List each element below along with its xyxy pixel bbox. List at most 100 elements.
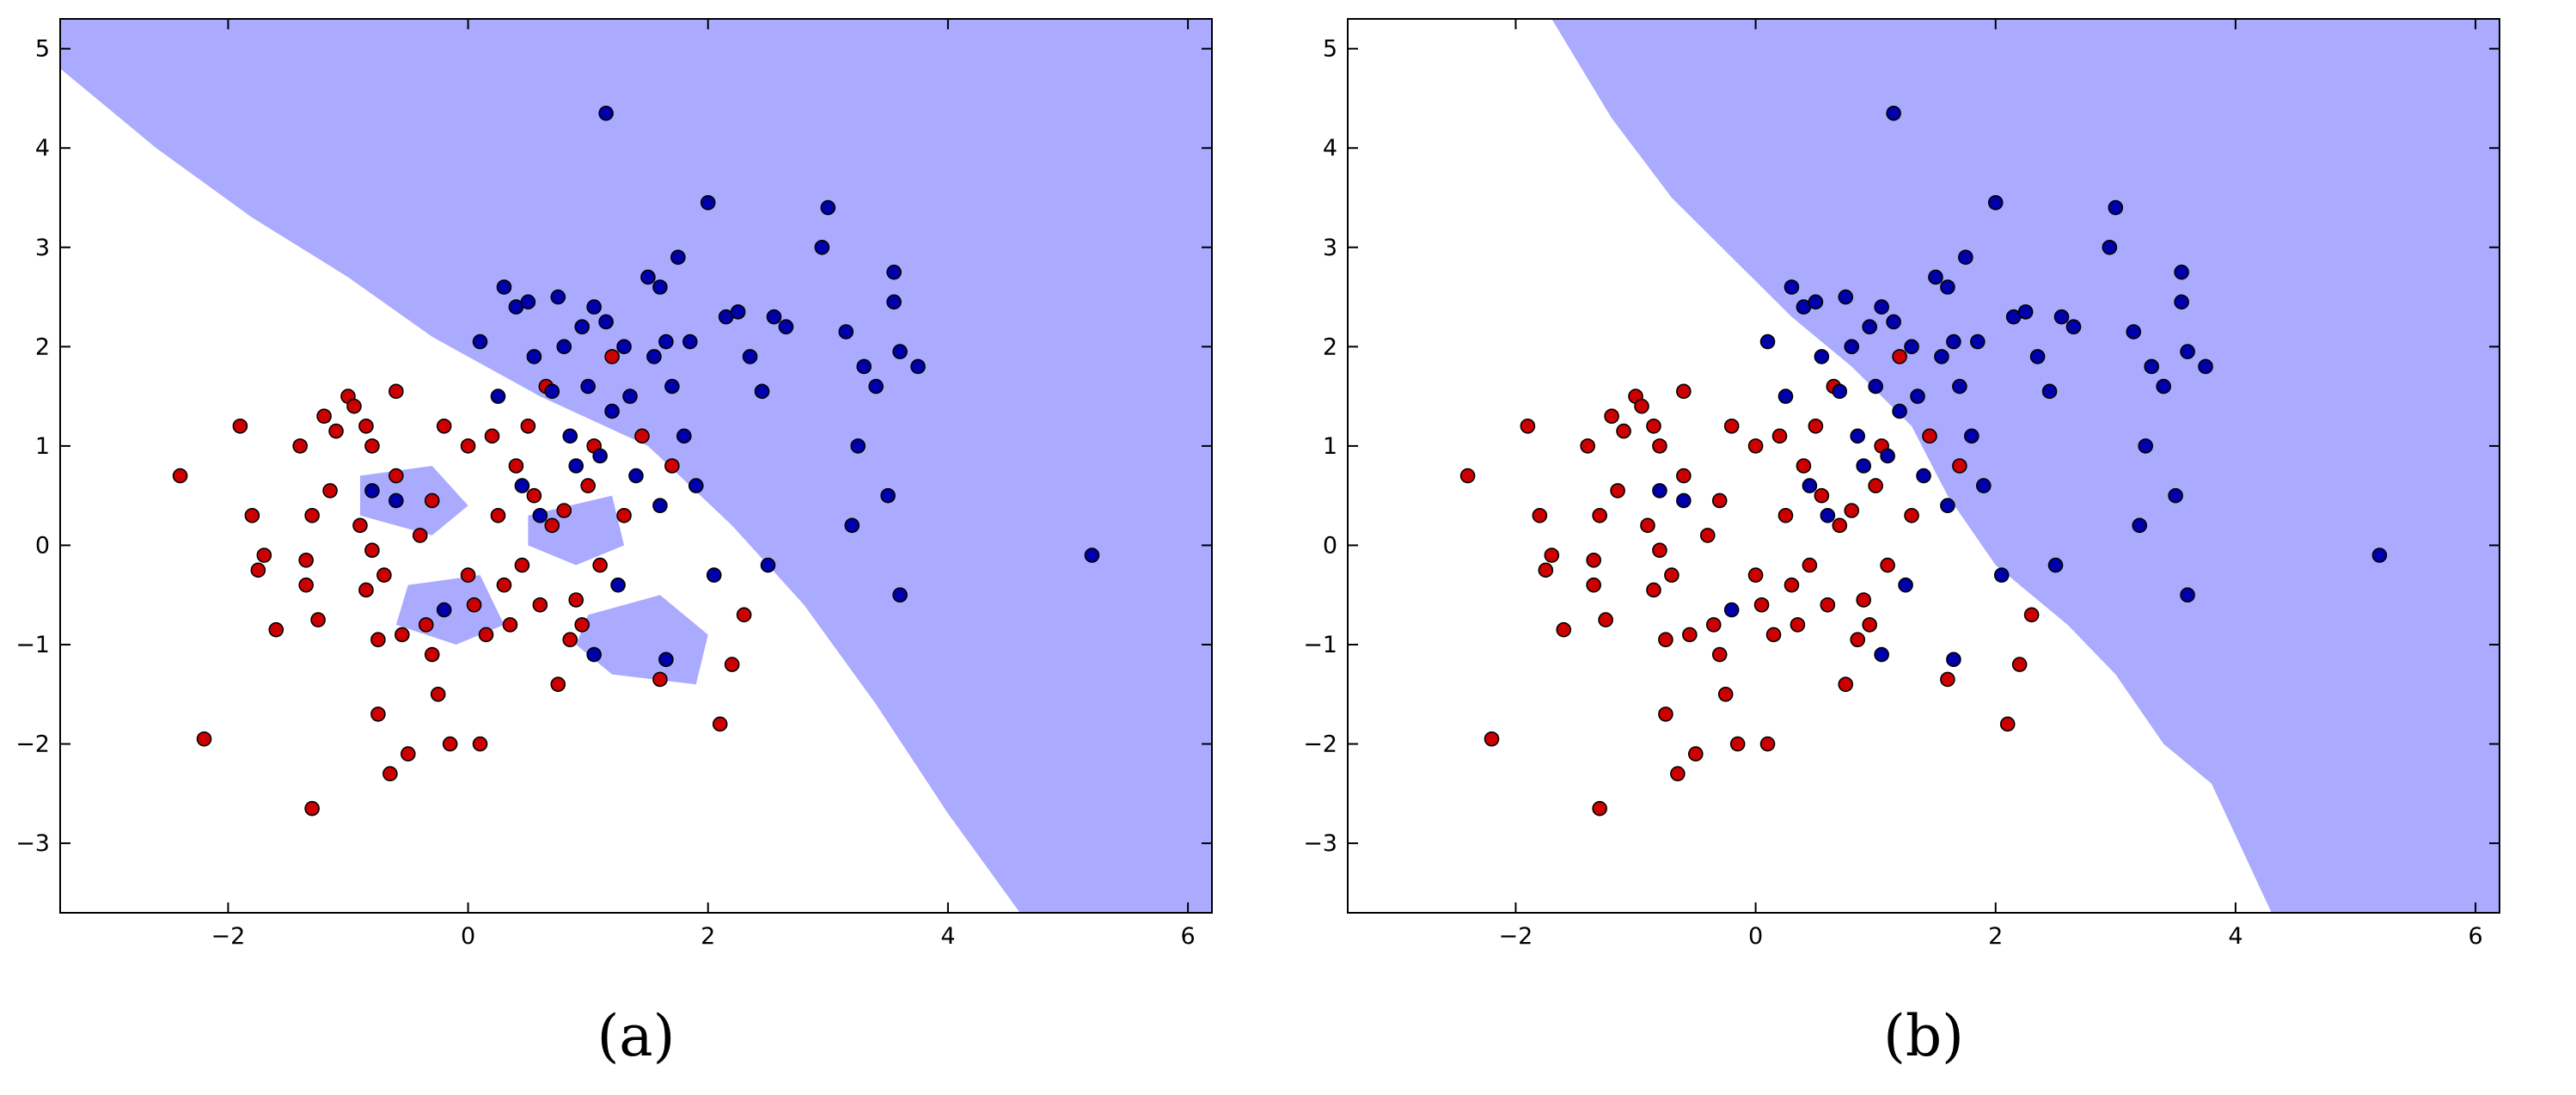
panel-b-point-blue: [1993, 567, 2010, 583]
panel-a-point-red: [550, 676, 566, 693]
panel-a-point-blue: [610, 577, 626, 593]
panel-b-point-red: [1747, 567, 1764, 583]
panel-b-axes-frame: [1347, 18, 2500, 914]
panel-b-point-red: [1759, 736, 1776, 752]
panel-a-point-blue: [886, 264, 902, 280]
panel-a-point-blue: [658, 651, 674, 668]
panel-a-point-red: [520, 418, 536, 434]
panel-a-point-blue: [586, 646, 602, 663]
panel-a-point-blue: [622, 388, 638, 404]
panel-b-point-red: [1544, 548, 1560, 563]
panel-a-point-red: [496, 577, 512, 593]
panel-a-point-blue: [766, 309, 782, 325]
panel-a-point-red: [562, 632, 578, 648]
panel-b-point-red: [1856, 592, 1872, 608]
panel-a-point-red: [616, 507, 632, 523]
panel-b-point-red: [1778, 507, 1794, 523]
panel-a-point-red: [724, 657, 740, 672]
panel-b-point-red: [1676, 383, 1692, 400]
panel-a-point-red: [526, 487, 542, 504]
panel-a-point-blue: [496, 279, 512, 295]
panel-b-point-red: [1796, 458, 1812, 474]
panel-b-xtick-label: 6: [2468, 923, 2482, 950]
panel-a-point-red: [358, 582, 374, 598]
panel-b-point-red: [1940, 671, 1955, 688]
panel-b-point-blue: [1904, 339, 1919, 355]
panel-b-point-blue: [1838, 289, 1854, 305]
panel-a-region-island: [576, 595, 708, 685]
panel-b-point-red: [1682, 627, 1698, 643]
panel-a-point-red: [250, 562, 266, 578]
panel-b-point-red: [1604, 408, 1619, 425]
panel-a-decision-region: [60, 19, 1212, 913]
panel-b-point-red: [1747, 438, 1764, 454]
panel-b-point-red: [1658, 632, 1673, 648]
panel-b-point-blue: [1868, 378, 1883, 395]
panel-a-point-blue: [598, 105, 614, 121]
panel-a-point-blue: [844, 517, 860, 534]
panel-a-point-blue: [592, 448, 608, 464]
panel-b-point-red: [1646, 418, 1661, 434]
panel-b-point-blue: [2174, 294, 2189, 310]
panel-a-xtick-label: 2: [701, 923, 715, 950]
panel-a-point-red: [460, 567, 476, 583]
panel-a-point-red: [634, 428, 650, 444]
panel-a-point-blue: [389, 492, 404, 509]
panel-a-point-red: [352, 517, 368, 534]
panel-a-point-blue: [658, 333, 674, 350]
panel-a-point-blue: [580, 378, 596, 395]
panel-b-point-blue: [2371, 548, 2388, 563]
panel-b-point-red: [1711, 646, 1728, 663]
panel-b-point-red: [1880, 557, 1895, 573]
panel-b-point-red: [2011, 657, 2028, 672]
panel-a-point-blue: [616, 339, 632, 355]
panel-b-point-red: [1676, 468, 1692, 484]
panel-a-xtick-label: 0: [461, 923, 475, 950]
panel-b-point-blue: [2168, 487, 2183, 504]
panel-a-ytick-label: 5: [35, 36, 50, 63]
panel-b-point-blue: [2029, 349, 2046, 364]
panel-a-point-blue: [514, 478, 530, 493]
panel-b-point-blue: [2065, 319, 2082, 335]
panel-a-point-blue: [730, 304, 746, 320]
panel-b-point-red: [1586, 577, 1601, 593]
panel-a-point-blue: [754, 383, 770, 400]
panel-b-point-blue: [2156, 378, 2171, 395]
panel-b-point-blue: [2144, 358, 2160, 375]
panel-b-point-red: [1586, 552, 1601, 568]
panel-b-point-blue: [2198, 358, 2213, 375]
panel-a-point-blue: [820, 199, 836, 216]
panel-a-point-red: [490, 507, 506, 523]
panel-b-point-red: [1616, 423, 1631, 439]
panel-b-point-red: [1658, 707, 1673, 722]
panel-a-ytick-label: −1: [15, 632, 50, 658]
panel-a-ytick-label: 0: [35, 532, 50, 559]
panel-a-point-red: [424, 492, 440, 509]
panel-b-point-red: [1802, 557, 1818, 573]
panel-b-point-red: [1952, 458, 1967, 474]
panel-b-point-red: [1670, 766, 1686, 782]
panel-b-point-blue: [2108, 199, 2124, 216]
panel-a-point-red: [395, 627, 410, 643]
panel-b-point-blue: [2047, 557, 2064, 573]
panel-a-point-blue: [628, 468, 644, 484]
panel-a-xtick-label: 6: [1180, 923, 1195, 950]
panel-a-point-blue: [532, 507, 548, 523]
panel-a-point-blue: [652, 279, 668, 295]
panel-a-point-red: [358, 418, 374, 434]
panel-a-point-blue: [574, 319, 590, 335]
panel-a-point-blue: [868, 378, 884, 395]
panel-b-point-red: [1532, 507, 1548, 523]
panel-b-point-blue: [1940, 498, 1955, 514]
panel-a-point-red: [400, 746, 416, 762]
panel-a-point-red: [514, 557, 530, 573]
panel-a-point-red: [484, 428, 500, 444]
panel-a-point-blue: [700, 194, 716, 211]
panel-b-point-blue: [1880, 448, 1895, 464]
panel-b-point-red: [1808, 418, 1824, 434]
panel-b-point-blue: [2053, 309, 2070, 325]
panel-a-point-blue: [550, 289, 566, 305]
panel-a-ytick-label: 3: [35, 235, 50, 261]
panel-b-caption: (b): [1883, 1003, 1964, 1069]
panel-b-point-red: [1459, 468, 1476, 484]
